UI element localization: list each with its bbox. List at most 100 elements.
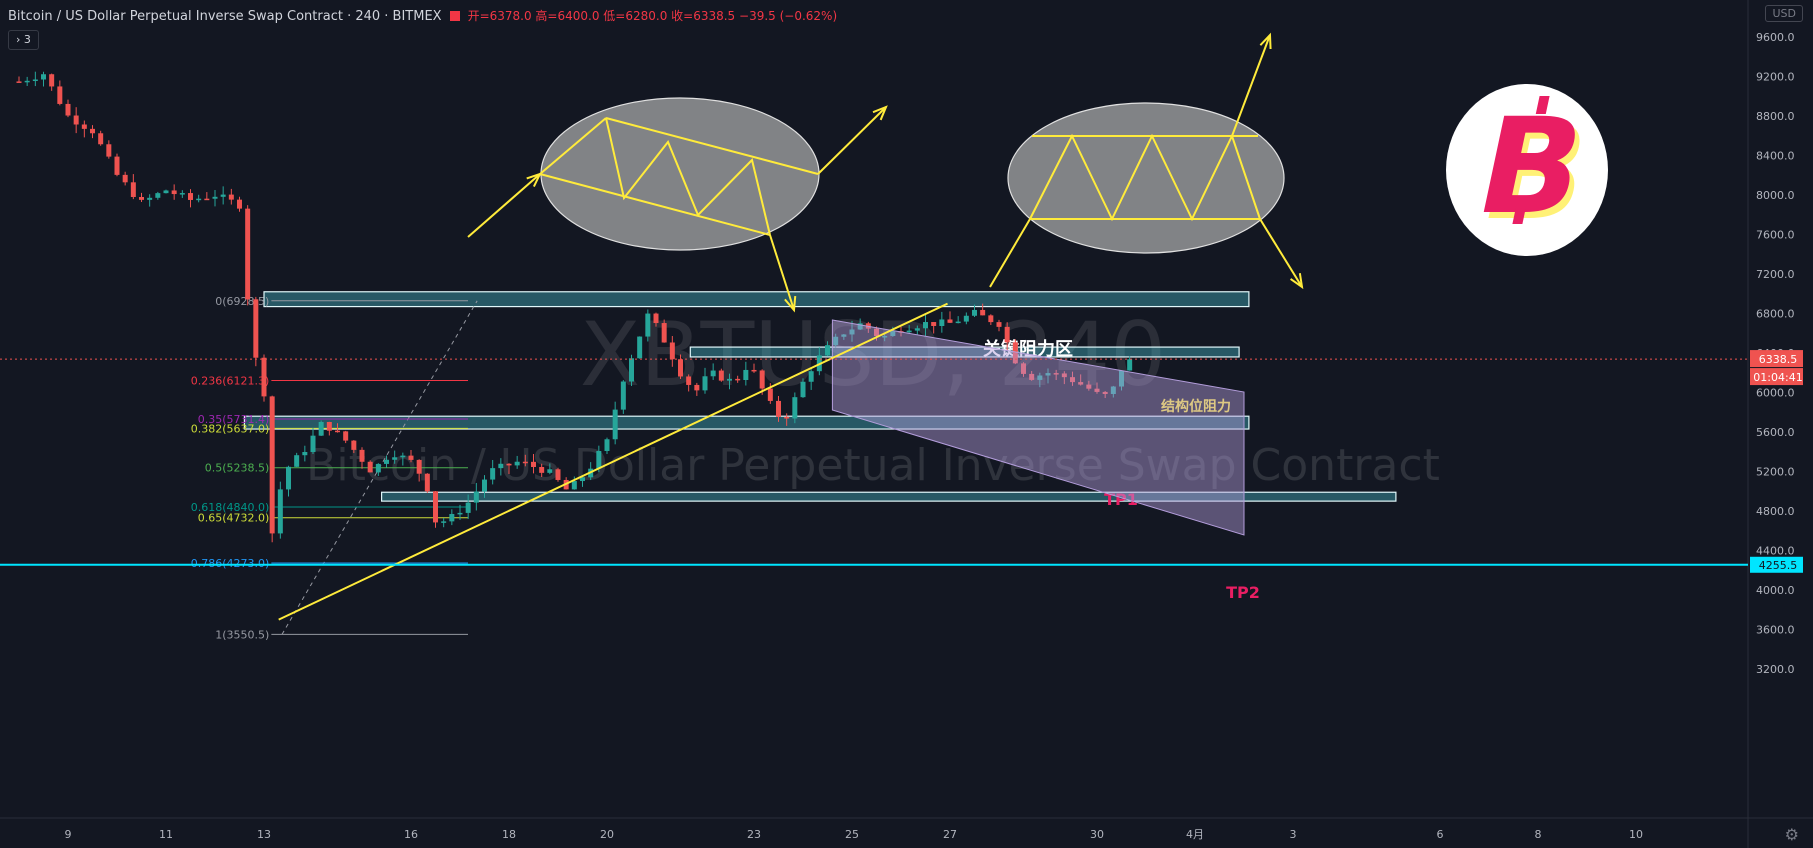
zone-box [263,291,1250,308]
last-price-badge [1750,350,1803,368]
fib-level-label: 0.65(4732.0) [198,512,270,525]
fib-level-label: 0.786(4273.0) [191,557,270,570]
wedge-breakout-up-arrow-head [872,105,888,121]
candle-body [326,421,332,431]
candle-body [465,502,471,513]
candle-body [784,416,790,419]
x-tick-label: 11 [159,828,173,841]
candle-body [1021,363,1026,374]
candle-body [57,86,63,104]
symbol-title[interactable]: Bitcoin / US Dollar Perpetual Inverse Sw… [8,9,442,24]
y-tick-label: 9600.0 [1756,31,1795,44]
flag-icon[interactable] [449,11,460,21]
candle-body [718,370,724,381]
candle-body [1004,326,1010,343]
candle-body [32,79,38,82]
support-price-badge [1750,556,1803,573]
pattern-ellipse-wedge [540,97,820,251]
candle-body [490,468,496,480]
candle-body [514,461,520,466]
last-price-label: 6338.5 [1759,353,1798,366]
zone-box [689,346,1240,358]
currency-badge[interactable]: USD [1765,5,1803,22]
candle-body [73,115,79,125]
x-tick-label: 6 [1437,828,1444,841]
candle-body [580,477,585,482]
candle-body [433,491,438,523]
candle-body [441,521,447,523]
y-tick-label: 9200.0 [1756,71,1795,84]
candle-body [669,342,675,360]
candle-body [547,469,553,473]
candle-body [972,309,977,316]
candle-body [24,80,30,83]
candle-body [645,313,651,337]
candle-body [106,144,112,157]
candle-body [400,455,406,458]
watermark-symbol: XBTUSD, 240 [580,303,1166,406]
y-tick-label: 3200.0 [1756,663,1795,676]
wedge-entry-line [467,173,541,238]
y-tick-label: 5200.0 [1756,466,1795,479]
candle-body [735,378,741,381]
candle-body [825,345,830,356]
range-breakout-up-arrow-head [1259,32,1272,50]
wedge-breakout-down-arrow [769,234,795,311]
range-breakout-up-arrow [1231,34,1271,137]
candle-body [776,400,781,417]
candle-body [1045,373,1051,376]
candle-body [286,466,291,490]
gear-icon[interactable]: ⚙ [1784,825,1799,844]
candle-body [375,463,381,473]
candle-body [277,489,283,534]
candle-body [343,431,349,441]
candle-body [392,457,398,460]
candle-body [800,381,806,398]
candle-body [1102,391,1108,394]
candle-body [457,512,463,515]
candle-body [237,199,242,209]
candle-body [302,452,308,456]
zone-label-key-resistance: 关键阻力区 [983,338,1073,360]
candle-body [661,323,667,343]
candle-body [759,370,765,389]
fib-level-label: 0(6928.5) [215,295,269,308]
candle-body [1110,386,1116,394]
indicators-toggle[interactable]: › 3 [8,30,39,50]
watermark-description: Bitcoin / US Dollar Perpetual Inverse Sw… [306,440,1440,491]
fib-level-label: 0.35(5731.4) [198,413,270,426]
candle-body [694,384,700,391]
candle-body [359,449,365,462]
candle-body [841,334,847,337]
candle-body [857,323,863,330]
candle-body [792,397,798,419]
candle-body [163,190,169,194]
candle-body [833,336,839,346]
range-entry-line [989,218,1031,288]
candle-body [996,322,1002,327]
candle-body [188,193,193,200]
candle-body [384,459,389,464]
zone-box [381,491,1397,502]
x-tick-label: 30 [1090,828,1104,841]
candle-body [253,299,259,358]
candle-body [49,74,55,87]
candle-body [686,376,692,385]
candle-body [220,194,226,197]
candle-body [620,381,626,410]
candle-body [114,156,120,175]
x-tick-label: 9 [65,828,72,841]
candle-body [939,319,945,327]
y-tick-label: 3600.0 [1756,624,1795,637]
candle-body [1053,373,1059,375]
chart-header: Bitcoin / US Dollar Perpetual Inverse Sw… [8,7,837,24]
candle-body [637,336,643,359]
pattern-ellipse-range [1007,102,1285,254]
countdown-label: 01:04:41 [1753,371,1802,384]
candle-body [727,378,732,381]
x-tick-label: 27 [943,828,957,841]
candle-body [98,133,104,145]
wedge-breakout-up-arrow [817,106,887,175]
candle-body [155,193,161,198]
